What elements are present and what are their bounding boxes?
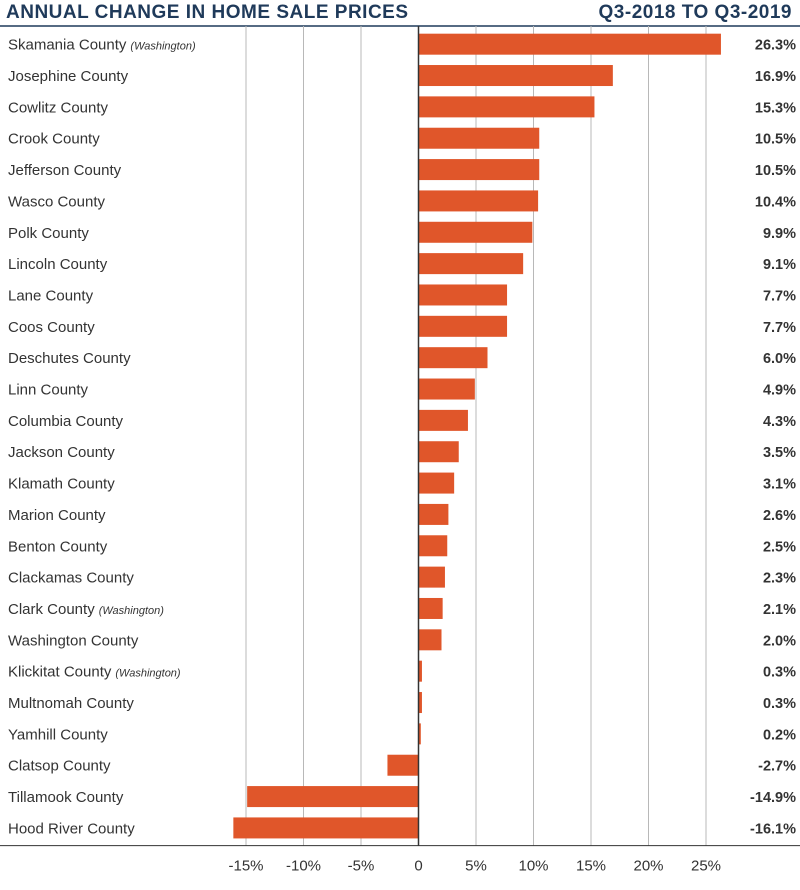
tick-label: 5% (465, 858, 487, 875)
data-label: 10.5% (755, 132, 796, 148)
data-label: 26.3% (755, 38, 796, 54)
data-label: 0.3% (763, 665, 796, 681)
data-label: 2.6% (763, 508, 796, 524)
bar (419, 535, 448, 556)
data-label: 2.0% (763, 633, 796, 649)
data-label: -14.9% (750, 790, 796, 806)
bar (247, 786, 418, 807)
bar (419, 253, 524, 274)
category-label: Multnomah County (8, 695, 134, 712)
data-label: 4.9% (763, 383, 796, 399)
data-label: 0.3% (763, 696, 796, 712)
tick-label: -15% (228, 858, 263, 875)
category-label: Coos County (8, 319, 95, 336)
category-label: Clark County (Washington) (8, 601, 164, 618)
category-label: Jefferson County (8, 162, 122, 179)
data-label: 10.5% (755, 163, 796, 179)
bar (419, 159, 540, 180)
bar (419, 190, 539, 211)
data-label: 4.3% (763, 414, 796, 430)
category-label: Wasco County (8, 193, 105, 210)
data-label: 7.7% (763, 288, 796, 304)
data-label: 3.1% (763, 477, 796, 493)
category-label: Hood River County (8, 820, 135, 837)
bar (419, 347, 488, 368)
category-label: Lincoln County (8, 256, 108, 273)
bar (419, 34, 721, 55)
category-label: Yamhill County (8, 726, 108, 743)
bar (419, 567, 445, 588)
data-label: -16.1% (750, 821, 796, 837)
bar (419, 598, 443, 619)
bar (233, 817, 418, 838)
data-label: 7.7% (763, 320, 796, 336)
category-label: Columbia County (8, 413, 124, 430)
category-label: Polk County (8, 225, 89, 242)
data-label: 9.1% (763, 257, 796, 273)
data-label: 10.4% (755, 194, 796, 210)
category-label: Klickitat County (Washington) (8, 664, 181, 681)
bar (419, 96, 595, 117)
bar (419, 128, 540, 149)
bar (419, 473, 455, 494)
tick-label: 20% (633, 858, 663, 875)
data-label: -2.7% (758, 759, 796, 775)
category-label: Deschutes County (8, 350, 131, 367)
bar (419, 504, 449, 525)
data-label: 6.0% (763, 351, 796, 367)
category-label: Clatsop County (8, 758, 111, 775)
data-label: 0.2% (763, 727, 796, 743)
tick-label: 15% (576, 858, 606, 875)
bar (419, 284, 508, 305)
tick-label: -10% (286, 858, 321, 875)
data-label: 3.5% (763, 445, 796, 461)
bar-chart: Skamania County (Washington) 26.3% Josephin… (0, 0, 800, 890)
bar (419, 410, 468, 431)
bar (387, 755, 418, 776)
bar (419, 65, 613, 86)
data-label: 16.9% (755, 69, 796, 85)
data-label: 15.3% (755, 100, 796, 116)
tick-label: -5% (348, 858, 375, 875)
category-label: Crook County (8, 131, 100, 148)
category-label: Josephine County (8, 68, 129, 85)
category-label: Skamania County (Washington) (8, 37, 196, 54)
bar (419, 379, 475, 400)
category-label: Jackson County (8, 444, 115, 461)
tick-label: 25% (691, 858, 721, 875)
category-label: Klamath County (8, 476, 115, 493)
category-label: Clackamas County (8, 570, 134, 587)
data-label: 2.1% (763, 602, 796, 618)
bar (419, 629, 442, 650)
category-label: Linn County (8, 382, 89, 399)
category-label: Tillamook County (8, 789, 124, 806)
tick-label: 10% (518, 858, 548, 875)
category-label: Cowlitz County (8, 99, 109, 116)
bar (419, 222, 533, 243)
category-label: Benton County (8, 538, 108, 555)
category-label: Marion County (8, 507, 106, 524)
data-label: 9.9% (763, 226, 796, 242)
bar (419, 441, 459, 462)
bar (419, 316, 508, 337)
category-label: Washington County (8, 632, 139, 649)
data-label: 2.5% (763, 539, 796, 555)
tick-label: 0 (414, 858, 422, 875)
category-label: Lane County (8, 287, 94, 304)
data-label: 2.3% (763, 571, 796, 587)
